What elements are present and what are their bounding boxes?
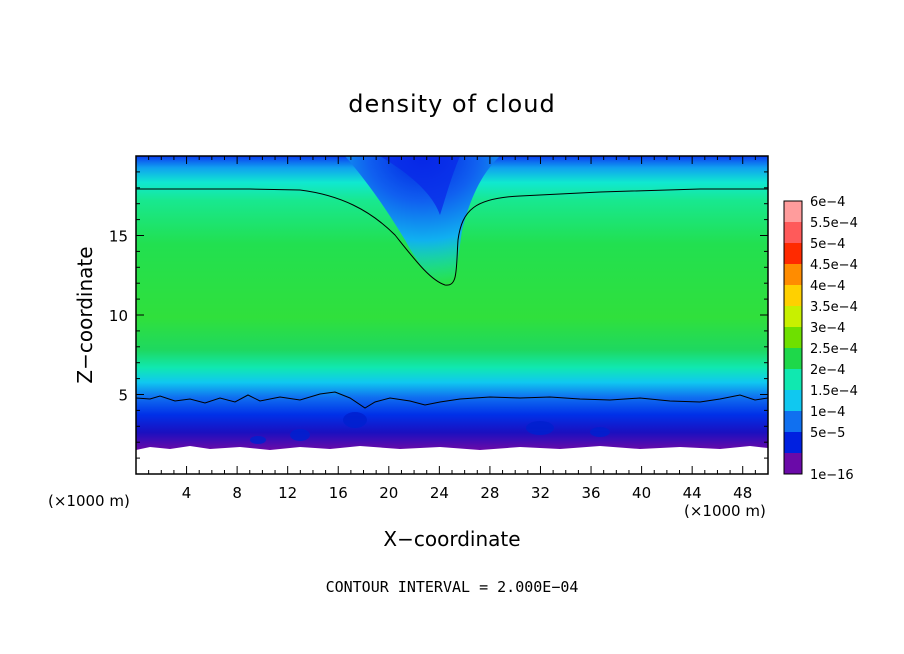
x-axis-label: X−coordinate (383, 527, 520, 551)
colorbar-label: 1e−4 (810, 405, 845, 420)
x-tick-label: 20 (379, 484, 398, 502)
colorbar-swatch (784, 453, 802, 475)
surface-mask (136, 446, 768, 474)
x-tick-label: 36 (581, 484, 600, 502)
colorbar-label: 2e−4 (810, 363, 845, 378)
colorbar: 6e−4 5.5e−4 5e−4 4.5e−4 4e−4 3.5e−4 3e−4 2.5e−4… (783, 195, 858, 483)
colorbar-swatch (784, 285, 802, 307)
y-axis-label: Z−coordinate (73, 246, 97, 383)
noise-patches (250, 412, 610, 444)
x-axis: 4 8 12 16 20 24 28 32 36 40 44 48 (148, 156, 756, 502)
colorbar-swatch (784, 327, 802, 349)
x-tick-label: 8 (232, 484, 242, 502)
colorbar-swatch (784, 264, 802, 286)
plume-core (380, 156, 460, 215)
colorbar-swatch (784, 222, 802, 244)
x-tick-label: 28 (480, 484, 499, 502)
colorbar-label: 3e−4 (810, 321, 845, 336)
colorbar-label: 1e−16 (810, 468, 854, 483)
colorbar-label: 3.5e−4 (810, 300, 858, 315)
x-tick-label: 32 (531, 484, 550, 502)
chart-title: density of cloud (348, 90, 555, 118)
colorbar-swatch (784, 306, 802, 328)
colorbar-swatch (784, 411, 802, 433)
colorbar-label: 6e−4 (810, 195, 845, 210)
contour-lower (136, 391, 768, 409)
colorbar-label: 1.5e−4 (810, 384, 858, 399)
x-tick-label: 48 (733, 484, 752, 502)
colorbar-label: 5e−5 (810, 426, 845, 441)
plume (345, 156, 500, 286)
y-tick-label: 15 (109, 228, 128, 246)
colorbar-swatch (784, 432, 802, 454)
colorbar-swatch (784, 243, 802, 265)
colorbar-swatch (784, 369, 802, 391)
colorbar-label: 5e−4 (810, 237, 845, 252)
y-tick-label: 10 (109, 307, 128, 325)
colorbar-swatch (784, 348, 802, 370)
x-tick-label: 16 (329, 484, 348, 502)
colorbar-swatch (784, 390, 802, 412)
y-axis: 5 10 15 (109, 171, 768, 459)
colorbar-label: 2.5e−4 (810, 342, 858, 357)
x-unit-left: (×1000 m) (48, 492, 130, 510)
y-tick-label: 5 (118, 387, 128, 405)
plot-area (136, 156, 768, 474)
contour-upper (136, 188, 768, 286)
colorbar-label: 4.5e−4 (810, 258, 858, 273)
x-unit-right: (×1000 m) (684, 502, 766, 520)
colorbar-label: 5.5e−4 (810, 216, 858, 231)
x-tick-label: 40 (632, 484, 651, 502)
x-tick-label: 12 (278, 484, 297, 502)
colorbar-swatch (784, 201, 802, 223)
x-tick-label: 4 (182, 484, 192, 502)
x-tick-label: 24 (430, 484, 449, 502)
colorbar-frame (783, 200, 803, 475)
x-tick-label: 44 (683, 484, 702, 502)
colorbar-label: 4e−4 (810, 279, 845, 294)
contour-interval-note: CONTOUR INTERVAL = 2.000E−04 (326, 578, 579, 596)
